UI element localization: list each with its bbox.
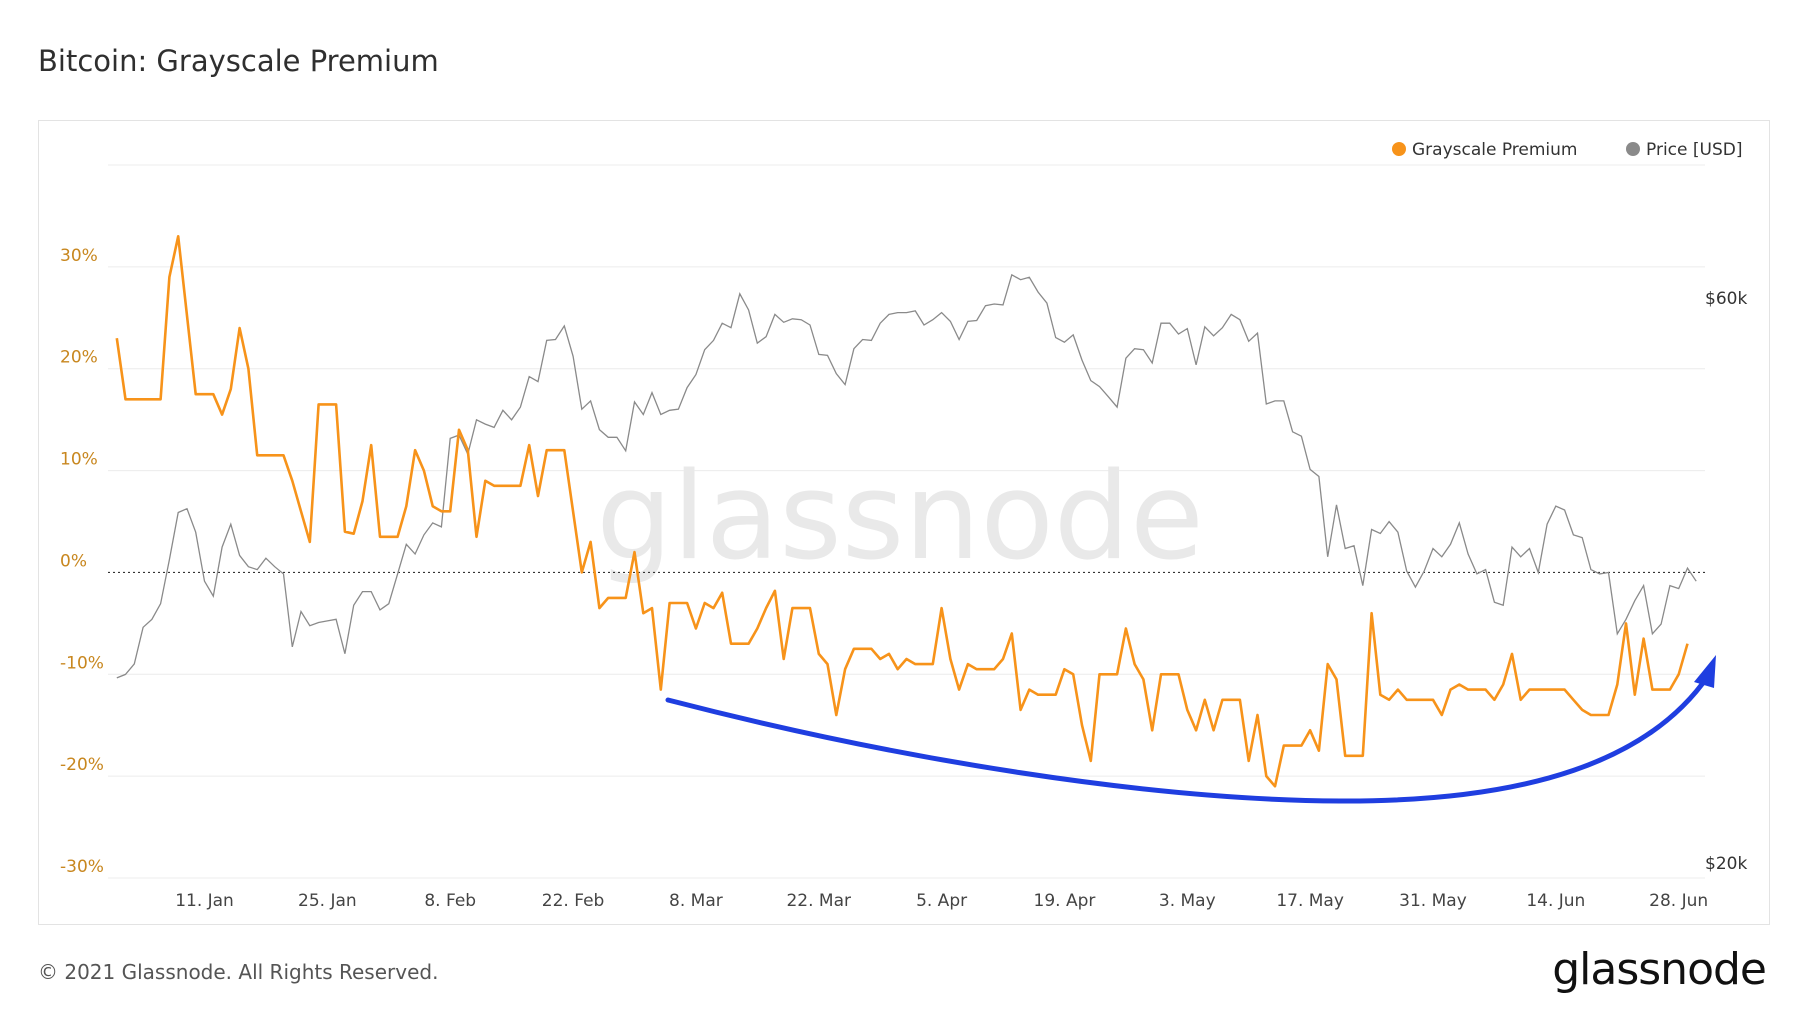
chart-svg: glassnode 30% 20% 10% 0% -10% -20% -30% $60k $2… — [60, 140, 1747, 911]
annotation-arrow-head — [1694, 655, 1716, 688]
x-tick-label: 8. Mar — [669, 891, 723, 911]
annotation-arrow-curve — [665, 673, 1711, 804]
x-tick-label: 22. Feb — [542, 891, 605, 911]
right-axis: $60k $20k — [1705, 289, 1747, 874]
footer-copyright: © 2021 Glassnode. All Rights Reserved. — [38, 960, 439, 984]
left-tick-label: -10% — [60, 653, 104, 673]
x-tick-label: 25. Jan — [298, 891, 357, 911]
x-tick-label: 3. May — [1159, 891, 1216, 911]
x-tick-label: 11. Jan — [175, 891, 234, 911]
chart-frame — [38, 120, 1770, 925]
left-tick-label: 30% — [60, 246, 98, 266]
legend-item-price[interactable]: Price [USD] — [1626, 140, 1742, 160]
price-series-line — [116, 273, 1697, 679]
x-axis: 11. Jan 25. Jan 8. Feb 22. Feb 8. Mar 22. Mar… — [175, 891, 1708, 911]
legend-label-premium: Grayscale Premium — [1412, 140, 1578, 160]
annotation-arrow — [665, 655, 1716, 804]
x-tick-label: 19. Apr — [1034, 891, 1096, 911]
legend: Grayscale Premium Price [USD] — [1392, 140, 1742, 160]
x-tick-label: 8. Feb — [424, 891, 476, 911]
watermark: glassnode — [596, 448, 1204, 587]
left-tick-label: -20% — [60, 755, 104, 775]
x-tick-label: 28. Jun — [1649, 891, 1708, 911]
right-tick-label: $20k — [1705, 854, 1747, 874]
legend-dot-premium — [1392, 142, 1406, 156]
x-tick-label: 5. Apr — [916, 891, 967, 911]
footer-logo[interactable]: glassnode — [1552, 944, 1767, 995]
x-tick-label: 22. Mar — [786, 891, 851, 911]
legend-label-price: Price [USD] — [1646, 140, 1742, 160]
right-tick-label: $60k — [1705, 289, 1747, 309]
grid-lines — [108, 164, 1705, 879]
left-tick-label: -30% — [60, 857, 104, 877]
legend-item-premium[interactable]: Grayscale Premium — [1392, 140, 1578, 160]
chart-title: Bitcoin: Grayscale Premium — [38, 44, 439, 78]
x-tick-label: 14. Jun — [1526, 891, 1585, 911]
left-tick-label: 0% — [60, 551, 87, 571]
premium-series-line — [115, 235, 1689, 788]
x-tick-label: 17. May — [1276, 891, 1344, 911]
legend-dot-price — [1626, 142, 1640, 156]
x-tick-label: 31. May — [1399, 891, 1467, 911]
left-tick-label: 10% — [60, 450, 98, 470]
left-axis: 30% 20% 10% 0% -10% -20% -30% — [60, 246, 104, 877]
left-tick-label: 20% — [60, 348, 98, 368]
